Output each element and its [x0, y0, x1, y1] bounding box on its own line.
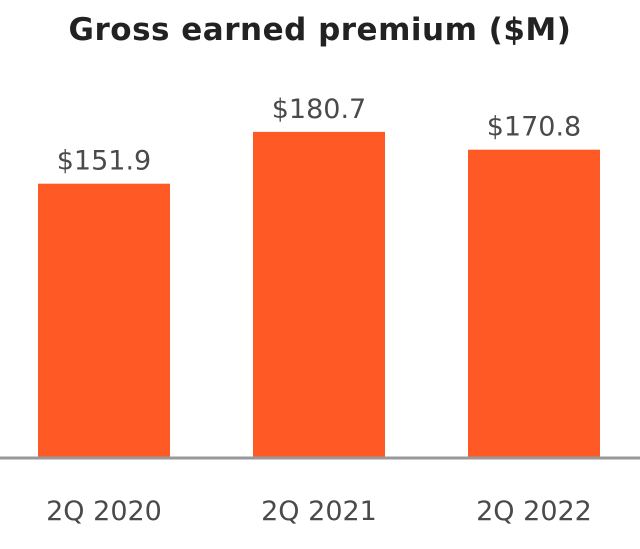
x-tick-label: 2Q 2020 [46, 496, 162, 527]
data-label: $151.9 [57, 146, 151, 177]
bar-2q-2020 [38, 183, 170, 458]
bar-2q-2022 [468, 149, 600, 457]
x-tick-label: 2Q 2022 [476, 496, 592, 527]
chart-title: Gross earned premium ($M) [68, 12, 572, 48]
data-label: $180.7 [272, 94, 366, 125]
x-tick-label: 2Q 2021 [261, 496, 377, 527]
data-label: $170.8 [487, 112, 581, 143]
bar-2q-2021 [253, 131, 385, 458]
